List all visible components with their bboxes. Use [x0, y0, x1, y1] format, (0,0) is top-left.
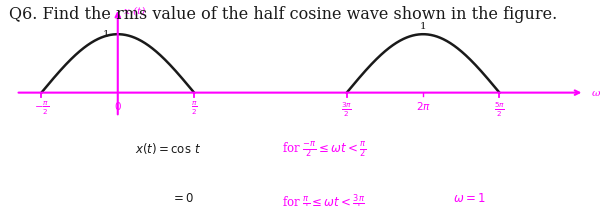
Text: $= 0$: $= 0$ — [170, 192, 194, 205]
Text: ωt (rad): ωt (rad) — [592, 88, 600, 97]
Text: x (t): x (t) — [124, 6, 145, 15]
Text: $0$: $0$ — [114, 100, 122, 112]
Text: 1: 1 — [420, 22, 427, 31]
Text: Q6. Find the rms value of the half cosine wave shown in the figure.: Q6. Find the rms value of the half cosin… — [9, 6, 557, 23]
Text: $2\pi$: $2\pi$ — [416, 100, 431, 112]
Text: $\frac{\pi}{2}$: $\frac{\pi}{2}$ — [191, 100, 197, 117]
Text: for $\frac{-\pi}{2} \leq \omega t < \frac{\pi}{2}$: for $\frac{-\pi}{2} \leq \omega t < \fra… — [283, 141, 367, 160]
Text: $x(t) = \cos\,t$: $x(t) = \cos\,t$ — [136, 141, 202, 156]
Text: $\frac{5\pi}{2}$: $\frac{5\pi}{2}$ — [494, 100, 505, 119]
Text: $\omega = 1$: $\omega = 1$ — [453, 192, 485, 205]
Text: 1: 1 — [103, 30, 109, 39]
Text: for $\frac{\pi}{2} \leq \omega t < \frac{3\pi}{2}$: for $\frac{\pi}{2} \leq \omega t < \frac… — [283, 192, 365, 206]
Text: $\frac{3\pi}{2}$: $\frac{3\pi}{2}$ — [341, 100, 352, 119]
Text: $-\frac{\pi}{2}$: $-\frac{\pi}{2}$ — [34, 100, 49, 117]
